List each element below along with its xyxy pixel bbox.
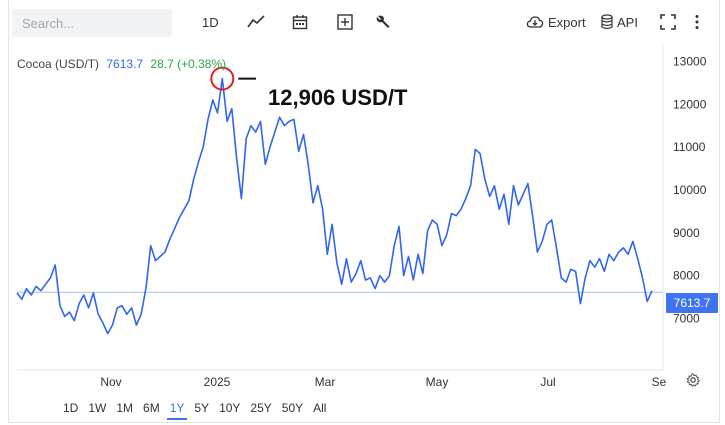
- y-tick-label: 9000: [673, 226, 700, 240]
- x-tick-label: Se: [652, 375, 667, 389]
- legend-change: 28.7 (+0.38%): [150, 57, 227, 71]
- chart-widget-frame: [8, 0, 720, 423]
- x-tick-label: 2025: [204, 375, 231, 389]
- y-tick-label: 8000: [673, 269, 700, 283]
- interval-label: 1D: [202, 14, 219, 30]
- chart-legend: Cocoa (USD/T) 7613.7 28.7 (+0.38%): [17, 57, 226, 71]
- range-button-1y[interactable]: 1Y: [165, 397, 190, 420]
- legend-symbol: Cocoa (USD/T): [17, 57, 100, 71]
- settings-tool-button[interactable]: [375, 12, 391, 32]
- add-indicator-button[interactable]: [337, 12, 353, 32]
- more-options-button[interactable]: [694, 12, 700, 32]
- x-tick-label: Nov: [100, 375, 121, 389]
- peak-highlight-circle: [210, 66, 235, 91]
- range-button-5y[interactable]: 5Y: [194, 401, 210, 415]
- range-button-50y[interactable]: 50Y: [281, 401, 304, 415]
- interval-selector[interactable]: 1D: [202, 12, 219, 32]
- chart-toolbar: 1D Export API: [0, 0, 725, 44]
- y-tick-label: 12000: [673, 97, 707, 111]
- range-button-1w[interactable]: 1W: [88, 401, 107, 415]
- y-tick-label: 13000: [673, 54, 707, 68]
- last-price-tag: 7613.7: [666, 293, 718, 313]
- export-label: Export: [548, 14, 586, 30]
- price-line: [16, 77, 653, 335]
- search-input[interactable]: [12, 9, 172, 37]
- range-button-6m[interactable]: 6M: [143, 401, 160, 415]
- range-button-1d[interactable]: 1D: [63, 401, 79, 415]
- range-button-25y[interactable]: 25Y: [250, 401, 272, 415]
- line-chart-icon: [247, 15, 265, 28]
- more-vertical-icon: [695, 15, 699, 29]
- date-range-button[interactable]: [292, 12, 308, 32]
- database-icon: [601, 14, 613, 30]
- range-button-10y[interactable]: 10Y: [219, 401, 241, 415]
- gear-icon: [686, 373, 701, 387]
- x-tick-label: Jul: [540, 375, 555, 389]
- calendar-icon: [292, 15, 308, 30]
- fullscreen-icon: [660, 14, 676, 30]
- chart-settings-button[interactable]: [686, 373, 702, 389]
- add-icon: [337, 14, 353, 30]
- range-selector: 1D 1W 1M 6M 1Y 5Y 10Y 25Y 50Y All: [58, 397, 331, 420]
- x-tick-label: May: [426, 375, 449, 389]
- price-series: [16, 77, 663, 335]
- cloud-download-icon: [526, 16, 544, 28]
- y-tick-label: 11000: [673, 140, 706, 154]
- chart-axes: 7000 8000 9000 10000 11000 12000 13000 Nov 2025 M…: [17, 44, 707, 389]
- chart-annotations: [210, 66, 256, 91]
- y-tick-label: 10000: [673, 183, 707, 197]
- y-tick-label: 7000: [673, 312, 700, 326]
- api-label: API: [617, 14, 638, 30]
- chart-type-button[interactable]: [247, 12, 265, 32]
- range-button-1m[interactable]: 1M: [116, 401, 134, 415]
- wrench-icon: [376, 15, 390, 28]
- peak-annotation-label: 12,906 USD/T: [268, 85, 408, 110]
- api-button[interactable]: API: [601, 12, 638, 32]
- fullscreen-button[interactable]: [660, 12, 676, 32]
- x-tick-label: Mar: [315, 375, 336, 389]
- range-button-all[interactable]: All: [313, 401, 327, 415]
- export-button[interactable]: Export: [526, 12, 586, 32]
- legend-last-price: 7613.7: [106, 57, 144, 71]
